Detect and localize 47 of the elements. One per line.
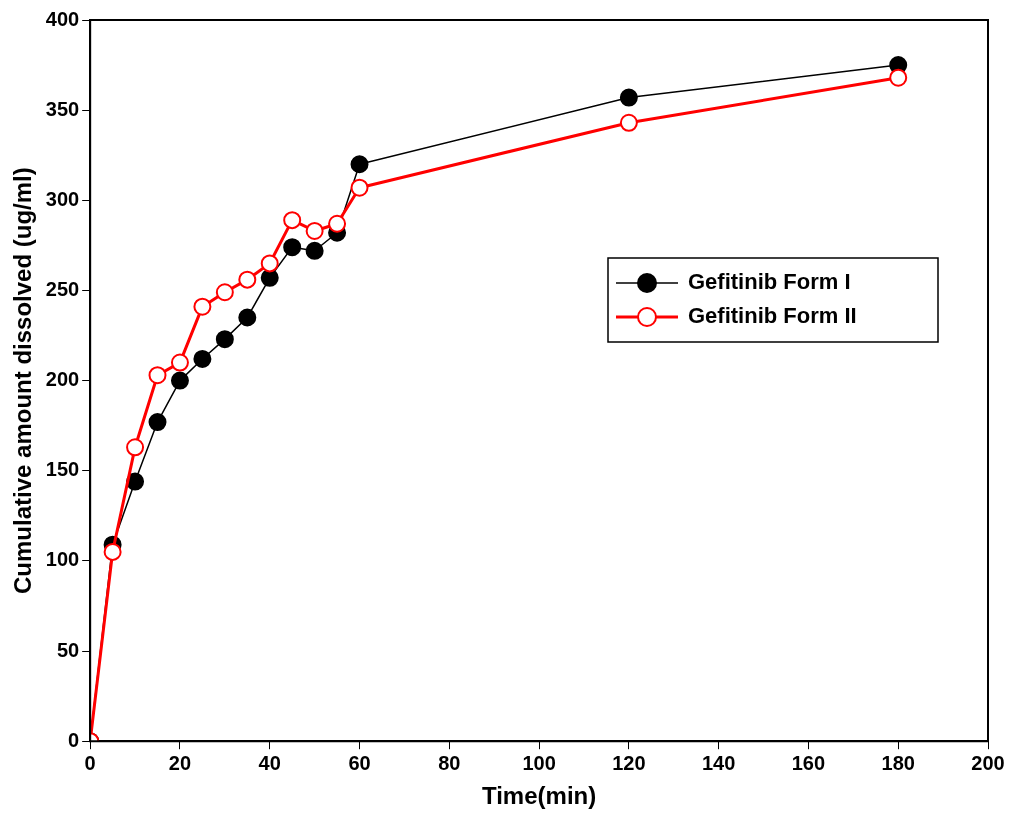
y-tick-label: 0 [68,728,80,751]
point [260,254,279,273]
point [619,113,638,132]
point [103,542,122,561]
x-tick-label: 80 [438,751,461,774]
point [170,371,189,390]
x-tick-label: 40 [258,751,281,774]
point [619,88,638,107]
y-tick-label: 200 [45,368,80,391]
point [193,297,212,316]
legend-label: Gefitinib Form II [688,303,857,329]
y-axis-title: Cumulative amount dissolved (ug/ml) [9,167,37,594]
point [328,214,347,233]
x-tick-label: 160 [791,751,826,774]
y-tick-label: 50 [56,638,80,661]
x-tick-label: 140 [701,751,736,774]
point [350,178,369,197]
y-tick-label: 150 [45,458,80,481]
x-tick-label: 180 [881,751,915,774]
x-tick-label: 0 [84,751,96,774]
point [215,283,234,302]
x-tick-label: 100 [522,751,556,774]
legend-label: Gefitinib Form I [688,269,851,295]
point [126,438,145,457]
point [238,270,257,289]
point [193,349,212,368]
point [283,238,302,257]
point [238,308,257,327]
y-tick-label: 250 [45,277,80,300]
x-tick-label: 60 [348,751,371,774]
point [283,211,302,230]
x-tick-label: 20 [168,751,192,774]
point [148,413,167,432]
point [170,353,189,372]
y-tick-label: 350 [45,97,80,120]
point [305,241,324,260]
point [889,68,908,87]
point [350,155,369,174]
y-tick-label: 400 [45,7,80,30]
x-axis-title: Time(min) [481,782,597,810]
y-tick-label: 100 [45,548,80,571]
point [148,366,167,385]
y-tick-label: 300 [45,187,80,210]
point [305,221,324,240]
point [215,330,234,349]
x-tick-label: 200 [971,751,1005,774]
x-tick-label: 120 [612,751,646,774]
